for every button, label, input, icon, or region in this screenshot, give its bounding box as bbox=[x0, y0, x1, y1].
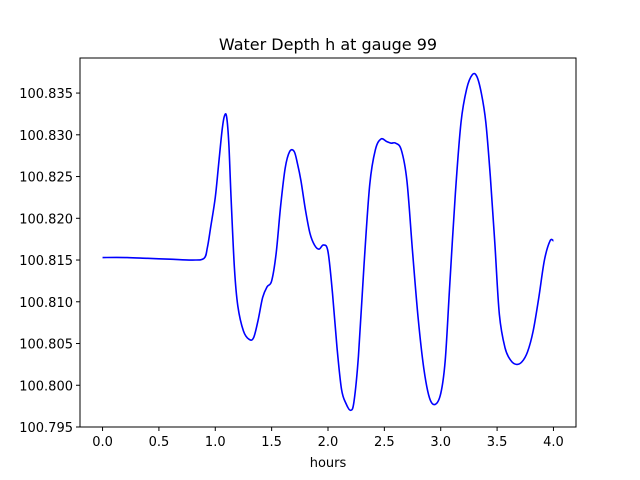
x-tick-label: 3.5 bbox=[487, 435, 508, 450]
y-tick-label: 100.810 bbox=[19, 296, 73, 311]
x-tick-label: 4.0 bbox=[543, 435, 564, 450]
x-tick-label: 1.5 bbox=[261, 435, 282, 450]
series-group bbox=[102, 72, 554, 412]
x-tick-label: 0.5 bbox=[149, 435, 170, 450]
y-tick-label: 100.825 bbox=[19, 171, 73, 186]
y-tick-label: 100.830 bbox=[19, 129, 73, 144]
x-axis: 0.0 0.5 1.0 1.5 2.0 2.5 3.0 3.5 4.0 bbox=[92, 427, 564, 450]
y-tick-label: 100.800 bbox=[19, 379, 73, 394]
y-axis: 100.795 100.800 100.805 100.810 100.815 100.8… bbox=[19, 87, 80, 436]
x-tick-label: 0.0 bbox=[92, 435, 113, 450]
x-tick-label: 1.0 bbox=[205, 435, 226, 450]
x-tick-label: 3.0 bbox=[430, 435, 451, 450]
y-tick-label: 100.805 bbox=[19, 338, 73, 353]
y-tick-label: 100.815 bbox=[19, 254, 73, 269]
x-tick-label: 2.0 bbox=[318, 435, 339, 450]
x-tick-label: 2.5 bbox=[374, 435, 395, 450]
y-tick-label: 100.835 bbox=[19, 87, 73, 102]
plot-area bbox=[80, 58, 576, 427]
series-line-0 bbox=[102, 72, 554, 412]
x-axis-label: hours bbox=[310, 456, 347, 471]
y-tick-label: 100.795 bbox=[19, 421, 73, 436]
chart-title: Water Depth h at gauge 99 bbox=[219, 35, 437, 54]
y-tick-label: 100.820 bbox=[19, 212, 73, 227]
